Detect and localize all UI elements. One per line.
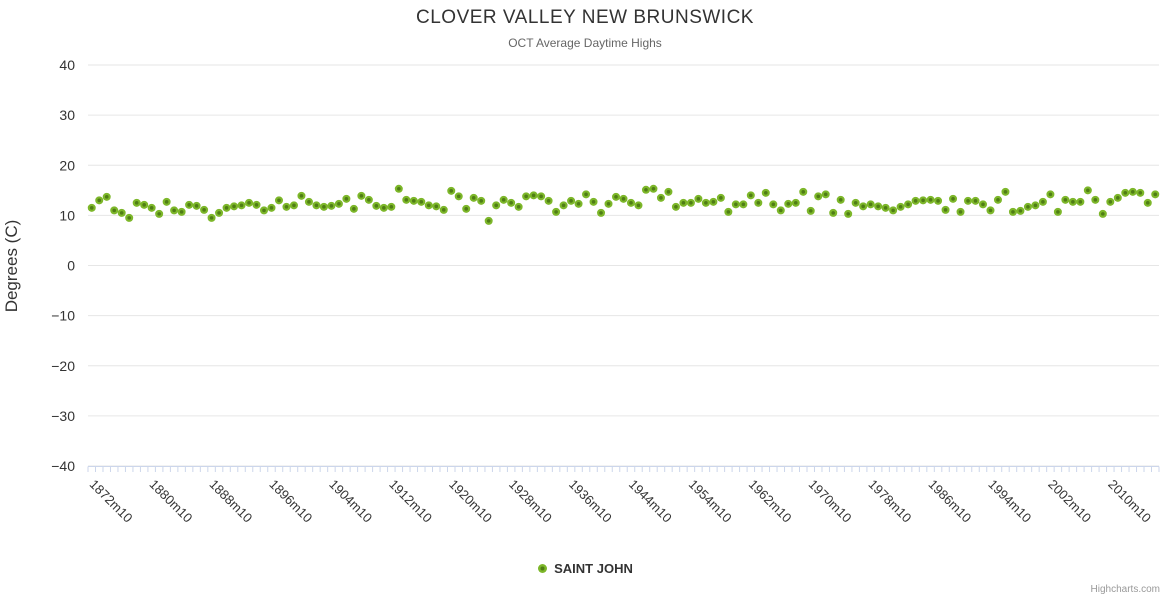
legend-label: SAINT JOHN xyxy=(554,561,633,576)
chart-subtitle: OCT Average Daytime Highs xyxy=(508,36,662,50)
y-gridlines xyxy=(88,64,1159,467)
y-axis-labels: 40 30 20 10 0 −10 −20 −30 −40 xyxy=(51,57,75,474)
highcharts-credits[interactable]: Highcharts.com xyxy=(1090,584,1160,595)
svg-text:1904m10: 1904m10 xyxy=(326,477,375,526)
legend: SAINT JOHN xyxy=(0,561,1170,576)
svg-text:0: 0 xyxy=(67,258,75,274)
svg-text:−30: −30 xyxy=(51,408,75,424)
svg-text:2002m10: 2002m10 xyxy=(1045,477,1094,526)
svg-text:2010m10: 2010m10 xyxy=(1105,477,1154,526)
svg-text:40: 40 xyxy=(59,57,75,73)
svg-text:1986m10: 1986m10 xyxy=(925,477,974,526)
svg-text:1994m10: 1994m10 xyxy=(985,477,1034,526)
svg-text:30: 30 xyxy=(59,107,75,123)
x-axis xyxy=(87,466,1160,472)
svg-text:10: 10 xyxy=(59,207,75,223)
svg-text:−20: −20 xyxy=(51,358,75,374)
svg-text:−40: −40 xyxy=(51,458,75,474)
svg-text:1936m10: 1936m10 xyxy=(566,477,615,526)
x-axis-labels: 1872m10 1880m10 1888m10 1896m10 1904m10 1912m… xyxy=(87,477,1155,526)
svg-text:1880m10: 1880m10 xyxy=(147,477,196,526)
svg-text:20: 20 xyxy=(59,157,75,173)
svg-text:1970m10: 1970m10 xyxy=(806,477,855,526)
svg-text:1888m10: 1888m10 xyxy=(206,477,255,526)
svg-text:1954m10: 1954m10 xyxy=(686,477,735,526)
svg-text:1944m10: 1944m10 xyxy=(626,477,675,526)
chart-title: CLOVER VALLEY NEW BRUNSWICK xyxy=(416,7,754,28)
series-saint-john-points[interactable] xyxy=(87,184,1160,225)
svg-text:−10: −10 xyxy=(51,308,75,324)
svg-text:1920m10: 1920m10 xyxy=(446,477,495,526)
svg-text:1872m10: 1872m10 xyxy=(87,477,136,526)
svg-text:1978m10: 1978m10 xyxy=(866,477,915,526)
svg-text:1962m10: 1962m10 xyxy=(746,477,795,526)
svg-text:1896m10: 1896m10 xyxy=(266,477,315,526)
legend-item-saint-john[interactable]: SAINT JOHN xyxy=(537,561,633,576)
legend-marker-icon xyxy=(538,564,548,573)
svg-text:1912m10: 1912m10 xyxy=(386,477,435,526)
svg-text:1928m10: 1928m10 xyxy=(506,477,555,526)
